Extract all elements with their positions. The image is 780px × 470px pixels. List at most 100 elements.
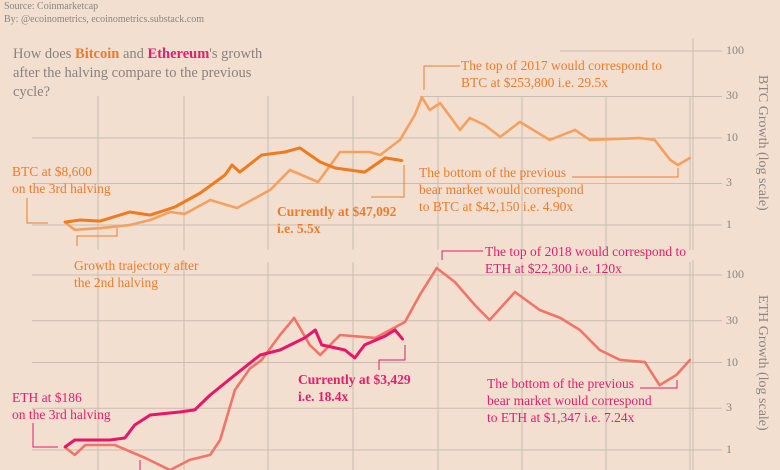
eth-data-point [278,333,282,337]
title-part1: How does [13,46,76,62]
eth-data-point [308,343,311,347]
btc-data-point [319,160,322,164]
eth-bottom-line1: The bottom of the previous [487,376,634,391]
btc-data-point [676,163,680,167]
eth-data-point [473,303,476,307]
eth-data-point [188,458,191,462]
btc-top-label: The top of 2017 would correspond to BTC … [461,58,662,92]
eth-data-point [643,360,647,364]
btc-prev-label: Growth trajectory after the 2nd halving [74,258,198,292]
eth-current-label: Currently at $3,429 i.e. 18.4x [298,372,411,406]
btc-data-point [653,138,656,142]
btc-data-point [230,163,234,167]
btc-data-point [128,223,131,227]
btc-data-point [518,120,522,124]
eth-data-point [658,384,661,387]
btc-y-tick-label: 100 [726,43,744,57]
eth-start-label: ETH at $186 on the 3rd halving [12,390,111,424]
btc-top-line1: The top of 2017 would correspond to [461,58,662,73]
eth-data-point [233,373,237,377]
btc-data-point [73,228,76,232]
btc-data-point [498,135,502,139]
title-part3: 's growth [209,46,263,62]
eth-data-point [259,353,262,357]
eth-y-tick-label: 10 [726,354,738,369]
btc-start-line2: on the 3rd halving [12,180,111,196]
btc-data-point [458,128,462,132]
btc-data-point [235,206,239,210]
eth-data-point [178,410,182,414]
eth-y-tick-label: 3 [726,400,732,415]
btc-data-point [413,113,416,117]
source-text: Source: Coinmarketcap [4,1,99,12]
btc-data-point [260,153,263,157]
btc-y-tick-label: 30 [726,88,738,103]
eth-data-point [598,348,601,352]
eth-data-point [383,334,387,338]
btc-data-point [588,138,591,142]
eth-data-point [248,367,251,370]
btc-bottom-line1: The bottom of the previous [419,165,566,180]
eth-y-tick-label: 30 [726,312,738,327]
btc-data-point [398,138,402,142]
eth-data-point [688,358,692,362]
btc-data-point [173,205,177,209]
eth-data-point [260,358,263,362]
btc-data-point [298,146,301,150]
eth-top-label: The top of 2018 would correspond to ETH … [485,244,686,278]
eth-current-line2: i.e. 18.4x [298,388,349,404]
eth-data-point [218,438,222,442]
btc-data-point [79,218,82,222]
btc-data-point [199,191,202,195]
eth-top-line1: The top of 2018 would correspond to [485,244,686,259]
eth-data-point [233,388,237,392]
eth-data-point [314,328,317,332]
eth-data-point [144,456,147,460]
eth-data-point [435,266,438,270]
btc-y-tick-label: 10 [726,130,738,144]
eth-data-point [418,293,421,297]
eth-data-point [558,316,562,320]
btc-start-label: BTC at $8,600 on the 3rd halving [12,164,111,198]
eth-data-point [320,343,323,347]
eth-data-point [278,348,282,352]
eth-data-point [292,316,296,320]
btc-data-point [98,226,102,230]
eth-data-point [73,438,76,442]
btc-data-point [573,128,577,132]
eth-current-arrow [378,345,406,370]
eth-y-tick-label: 100 [726,267,744,281]
eth-bottom-line3: to ETH at $1,347 i.e. 7.24x [487,409,635,425]
btc-start-arrow [26,198,48,224]
btc-data-point [283,150,287,154]
btc-data-point [368,150,371,154]
eth-data-point [538,308,541,312]
eth-data-point [393,328,397,332]
btc-data-point [149,213,152,217]
btc-top-line2: BTC at $253,800 i.e. 29.5x [461,74,608,90]
eth-data-point [618,358,622,362]
eth-bottom-line2: bear market would correspond [487,392,652,408]
btc-prev-line2: the 2nd halving [74,274,158,290]
btc-data-point [63,220,67,224]
btc-current-line2: i.e. 5.5x [277,220,321,236]
annotation-arrows [26,65,679,470]
btc-y-axis-label: BTC Growth (log scale) [755,75,770,211]
eth-data-point [73,453,76,457]
eth-previous-cycle-line [63,266,691,470]
eth-data-point [403,320,407,324]
btc-data-point [379,153,382,157]
btc-bottom-line2: bear market would correspond [419,181,584,197]
eth-data-point [123,436,126,440]
btc-bottom-label: The bottom of the previous bear market w… [419,165,584,216]
eth-data-point [319,353,322,357]
btc-top-arrow [423,65,460,90]
btc-current-line1: Currently at $47,092 [277,204,397,219]
eth-data-point [133,423,136,427]
eth-data-point [193,408,196,412]
eth-bottom-label: The bottom of the previous bear market w… [487,376,652,427]
eth-data-point [488,318,491,322]
btc-prev-arrow [76,228,118,246]
btc-data-point [288,168,292,172]
